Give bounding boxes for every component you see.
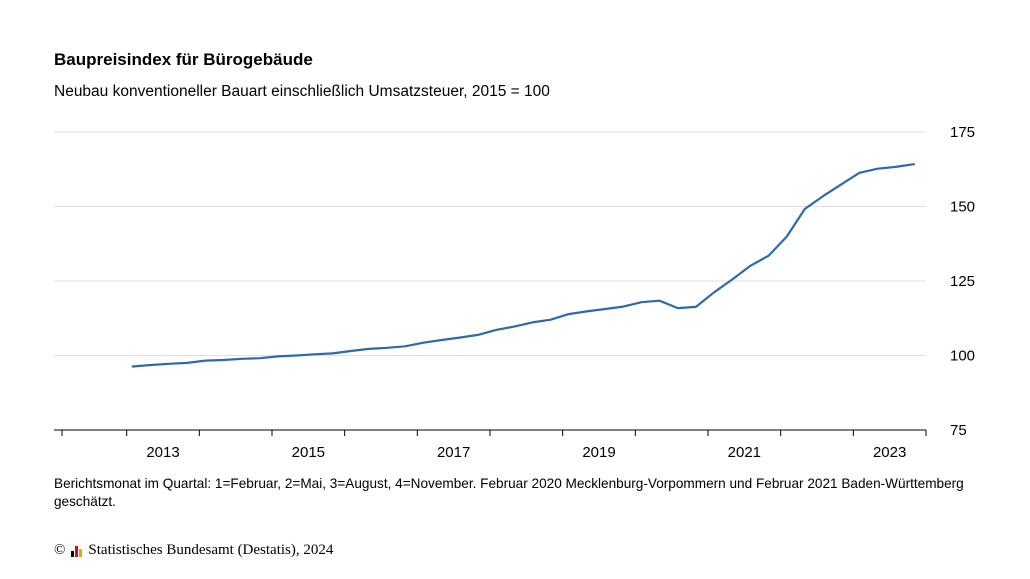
y-tick-label-125: 125 [950, 273, 975, 290]
series-group [131, 163, 916, 368]
line-chart: 2013 2015 2017 2019 2021 2023 75 100 125 150 175 [54, 124, 975, 461]
x-tick-label-2021: 2021 [728, 444, 761, 461]
copyright-symbol: © [54, 542, 66, 558]
x-tick-label-2013: 2013 [146, 444, 179, 461]
chart-subtitle: Neubau konventioneller Bauart einschließ… [54, 83, 550, 100]
destatis-logo-icon [71, 545, 83, 557]
chart-title: Baupreisindex für Bürogebäude [54, 50, 313, 69]
y-tick-label-100: 100 [950, 348, 975, 365]
y-axis: 75 100 125 150 175 [950, 124, 975, 439]
x-tick-label-2017: 2017 [437, 444, 470, 461]
copyright-text: Statistisches Bundesamt (Destatis), 2024 [88, 542, 334, 558]
y-tick-label-150: 150 [950, 199, 975, 216]
y-tick-label-75: 75 [950, 422, 967, 439]
x-axis: 2013 2015 2017 2019 2021 2023 [54, 429, 927, 461]
y-tick-label-175: 175 [950, 124, 975, 141]
copyright-line: © Statistisches Bundesamt (Destatis), 20… [54, 542, 333, 559]
x-tick-label-2019: 2019 [582, 444, 615, 461]
x-tick-label-2023: 2023 [873, 444, 906, 461]
x-tick-label-2015: 2015 [292, 444, 325, 461]
gridlines [54, 131, 926, 356]
series-line-0 [131, 163, 916, 368]
footnote: Berichtsmonat im Quartal: 1=Februar, 2=M… [54, 476, 964, 509]
